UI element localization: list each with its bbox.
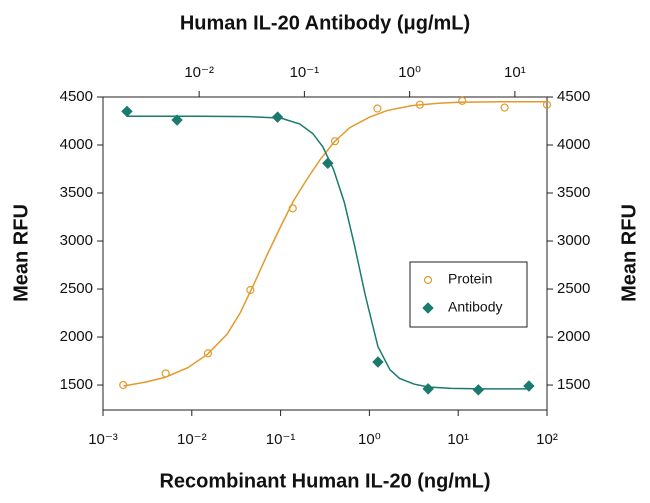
data-point bbox=[288, 204, 297, 213]
data-point bbox=[372, 356, 384, 368]
data-point bbox=[322, 157, 334, 169]
x-tick-label: 10¹ bbox=[447, 431, 469, 448]
y-tick-label: 3000 bbox=[60, 232, 93, 249]
fit-curve bbox=[123, 101, 547, 387]
x-tick-label: 10⁻³ bbox=[88, 431, 118, 448]
y-tick-label: 1500 bbox=[60, 376, 93, 393]
data-point bbox=[422, 383, 434, 395]
data-point bbox=[373, 104, 382, 113]
y2-tick-label: 4500 bbox=[557, 88, 590, 105]
y-axis-label: Mean RFU bbox=[10, 204, 32, 302]
legend-label: Protein bbox=[448, 271, 492, 287]
x2-tick-label: 10⁻¹ bbox=[290, 64, 320, 81]
y-tick-label: 2500 bbox=[60, 280, 93, 297]
y2-tick-label: 3000 bbox=[557, 232, 590, 249]
data-point bbox=[171, 114, 183, 126]
y2-axis-label: Mean RFU bbox=[618, 204, 640, 302]
y2-tick-label: 2500 bbox=[557, 280, 590, 297]
x2-tick-label: 10⁻² bbox=[184, 64, 214, 81]
y2-tick-label: 3500 bbox=[557, 184, 590, 201]
x-tick-label: 10⁻² bbox=[177, 431, 207, 448]
legend-box bbox=[409, 261, 528, 328]
y2-tick-label: 1500 bbox=[557, 376, 590, 393]
y-tick-label: 2000 bbox=[60, 328, 93, 345]
data-point bbox=[523, 380, 535, 392]
data-point bbox=[330, 137, 340, 146]
legend-marker bbox=[422, 302, 434, 314]
x-axis-label: Recombinant Human IL-20 (ng/mL) bbox=[159, 470, 490, 492]
data-point bbox=[271, 111, 284, 123]
y2-tick-label: 4000 bbox=[557, 136, 590, 153]
data-point bbox=[203, 349, 213, 358]
data-point bbox=[415, 100, 424, 109]
data-point bbox=[161, 369, 170, 378]
chart-title: Human IL-20 Antibody (μg/mL) bbox=[180, 12, 470, 34]
legend-marker bbox=[423, 275, 433, 285]
legend-label: Antibody bbox=[448, 299, 502, 315]
x-tick-label: 10⁻¹ bbox=[266, 431, 296, 448]
data-point bbox=[500, 103, 509, 112]
data-point bbox=[119, 380, 128, 390]
data-point bbox=[542, 100, 552, 109]
data-point bbox=[472, 384, 485, 396]
x-tick-label: 10⁰ bbox=[358, 431, 381, 448]
x2-tick-label: 10⁰ bbox=[398, 64, 421, 81]
data-point bbox=[458, 96, 467, 105]
x-tick-label: 10² bbox=[536, 431, 558, 448]
y-tick-label: 4000 bbox=[60, 136, 93, 153]
plot-frame bbox=[102, 96, 548, 411]
y-tick-label: 3500 bbox=[60, 184, 93, 201]
data-point bbox=[246, 285, 255, 295]
data-point bbox=[121, 105, 133, 118]
x2-tick-label: 10¹ bbox=[504, 64, 526, 81]
y-tick-label: 4500 bbox=[60, 88, 93, 105]
y2-tick-label: 2000 bbox=[557, 328, 590, 345]
fit-curve bbox=[126, 115, 529, 390]
